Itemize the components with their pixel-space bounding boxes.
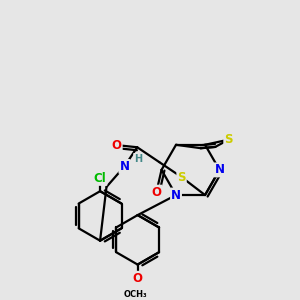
Text: O: O bbox=[152, 186, 161, 199]
Text: S: S bbox=[224, 133, 233, 146]
Text: OCH₃: OCH₃ bbox=[124, 290, 147, 299]
Text: N: N bbox=[214, 164, 224, 176]
Text: S: S bbox=[177, 171, 186, 184]
Text: N: N bbox=[171, 188, 181, 202]
Text: O: O bbox=[133, 272, 142, 285]
Text: N: N bbox=[119, 160, 129, 173]
Text: Cl: Cl bbox=[94, 172, 106, 185]
Text: O: O bbox=[112, 139, 122, 152]
Text: H: H bbox=[134, 154, 142, 164]
